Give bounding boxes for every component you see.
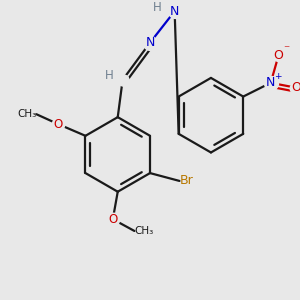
Text: N: N xyxy=(170,5,179,18)
Text: O: O xyxy=(291,81,300,94)
Text: O: O xyxy=(274,49,284,62)
Text: Br: Br xyxy=(179,174,193,188)
Text: H: H xyxy=(104,70,113,83)
Text: CH₃: CH₃ xyxy=(134,226,154,236)
Text: ⁻: ⁻ xyxy=(283,43,290,56)
Text: N: N xyxy=(146,36,155,49)
Text: CH₃: CH₃ xyxy=(17,109,36,119)
Text: O: O xyxy=(53,118,63,130)
Text: O: O xyxy=(108,213,118,226)
Text: +: + xyxy=(274,72,281,81)
Text: N: N xyxy=(266,76,275,89)
Text: H: H xyxy=(153,1,161,14)
